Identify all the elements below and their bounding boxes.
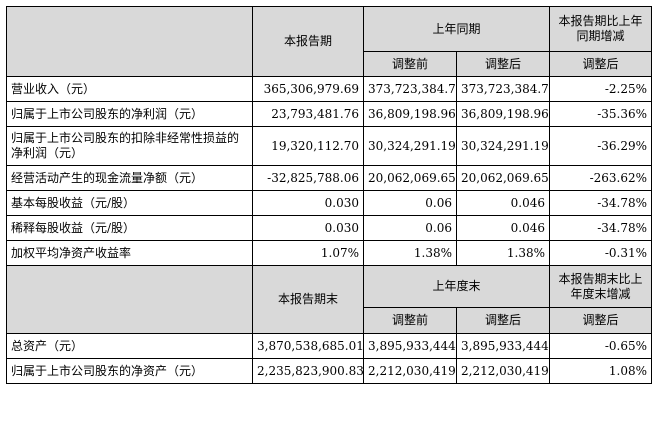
cell-after: 373,723,384.73: [455, 76, 551, 102]
cell-before: 20,062,069.65: [363, 165, 457, 191]
cell-current: 2,235,823,900.83: [252, 358, 364, 384]
cell-after: 0.046: [455, 215, 551, 241]
cell-before: 30,324,291.19: [363, 126, 457, 166]
cell-change: -2.25%: [549, 76, 653, 102]
cell-current: -32,825,788.06: [252, 165, 364, 191]
header-change-after-adjust: 调整后: [549, 51, 653, 77]
cell-after: 30,324,291.19: [455, 126, 551, 166]
row-label: 营业收入（元）: [6, 76, 253, 102]
cell-change: 1.08%: [549, 358, 653, 384]
cell-current: 19,320,112.70: [252, 126, 364, 166]
cell-current: 23,793,481.76: [252, 101, 364, 127]
table-row: 经营活动产生的现金流量净额（元） -32,825,788.06 20,062,0…: [6, 165, 653, 191]
cell-change: -0.65%: [549, 333, 653, 359]
cell-current: 3,870,538,685.01: [252, 333, 364, 359]
cell-before: 0.06: [363, 190, 457, 216]
header-before-adjust: 调整前: [363, 307, 457, 334]
table-row: 基本每股收益（元/股） 0.030 0.06 0.046 -34.78%: [6, 190, 653, 216]
row-label: 归属于上市公司股东的扣除非经常性损益的净利润（元）: [6, 126, 253, 166]
header-after-adjust: 调整后: [455, 307, 551, 334]
header-yoy-change: 本报告期比上年同期增减: [549, 6, 653, 52]
header-change-vs-year-end: 本报告期末比上年度末增减: [549, 265, 653, 308]
cell-before: 2,212,030,419.07: [363, 358, 457, 384]
header-row-1: 本报告期 上年同期 本报告期比上年同期增减: [6, 6, 653, 77]
row-label: 经营活动产生的现金流量净额（元）: [6, 165, 253, 191]
header-blank-cell: [6, 265, 253, 334]
cell-change: -0.31%: [549, 240, 653, 266]
cell-before: 0.06: [363, 215, 457, 241]
header-row-4: 调整前 调整后 调整后: [7, 307, 653, 334]
cell-change: -34.78%: [549, 215, 653, 241]
cell-current: 1.07%: [252, 240, 364, 266]
table-row: 总资产（元） 3,870,538,685.01 3,895,933,444.14…: [6, 333, 653, 359]
cell-after: 36,809,198.96: [455, 101, 551, 127]
table-row: 归属于上市公司股东的扣除非经常性损益的净利润（元） 19,320,112.70 …: [6, 126, 653, 166]
row-label: 总资产（元）: [6, 333, 253, 359]
cell-current: 0.030: [252, 190, 364, 216]
header-row-3: 本报告期末 上年度末 本报告期末比上年度末增减: [6, 265, 653, 334]
cell-before: 36,809,198.96: [363, 101, 457, 127]
cell-current: 0.030: [252, 215, 364, 241]
cell-after: 0.046: [455, 190, 551, 216]
row-label: 稀释每股收益（元/股）: [6, 215, 253, 241]
cell-after: 2,212,030,419.07: [455, 358, 551, 384]
cell-change: -263.62%: [549, 165, 653, 191]
row-label: 基本每股收益（元/股）: [6, 190, 253, 216]
row-label: 归属于上市公司股东的净资产（元）: [6, 358, 253, 384]
cell-after: 20,062,069.65: [455, 165, 551, 191]
header-after-adjust: 调整后: [455, 51, 551, 77]
cell-after: 3,895,933,444.14: [455, 333, 551, 359]
header-period-end: 本报告期末: [252, 265, 364, 334]
row-label: 加权平均净资产收益率: [6, 240, 253, 266]
table-row: 加权平均净资产收益率 1.07% 1.38% 1.38% -0.31%: [6, 240, 653, 266]
header-current-period: 本报告期: [252, 6, 364, 77]
header-same-period-last-year: 上年同期: [362, 6, 551, 52]
row-label: 归属于上市公司股东的净利润（元）: [6, 101, 253, 127]
financial-summary-table: 本报告期 上年同期 本报告期比上年同期增减 调整前 调整后 调整后 营业收入（元…: [6, 6, 653, 384]
cell-change: -36.29%: [549, 126, 653, 166]
table-row: 归属于上市公司股东的净资产（元） 2,235,823,900.83 2,212,…: [6, 358, 653, 384]
header-change-after-adjust: 调整后: [549, 307, 653, 334]
header-last-year-end: 上年度末: [362, 265, 551, 308]
table-row: 稀释每股收益（元/股） 0.030 0.06 0.046 -34.78%: [6, 215, 653, 241]
header-blank-cell: [6, 6, 253, 77]
header-before-adjust: 调整前: [363, 51, 457, 77]
cell-before: 373,723,384.73: [363, 76, 457, 102]
header-row-2: 调整前 调整后 调整后: [7, 51, 653, 77]
table-row: 营业收入（元） 365,306,979.69 373,723,384.73 37…: [6, 76, 653, 102]
cell-before: 1.38%: [363, 240, 457, 266]
cell-current: 365,306,979.69: [252, 76, 364, 102]
cell-change: -34.78%: [549, 190, 653, 216]
cell-after: 1.38%: [455, 240, 551, 266]
cell-before: 3,895,933,444.14: [363, 333, 457, 359]
cell-change: -35.36%: [549, 101, 653, 127]
table-row: 归属于上市公司股东的净利润（元） 23,793,481.76 36,809,19…: [6, 101, 653, 127]
